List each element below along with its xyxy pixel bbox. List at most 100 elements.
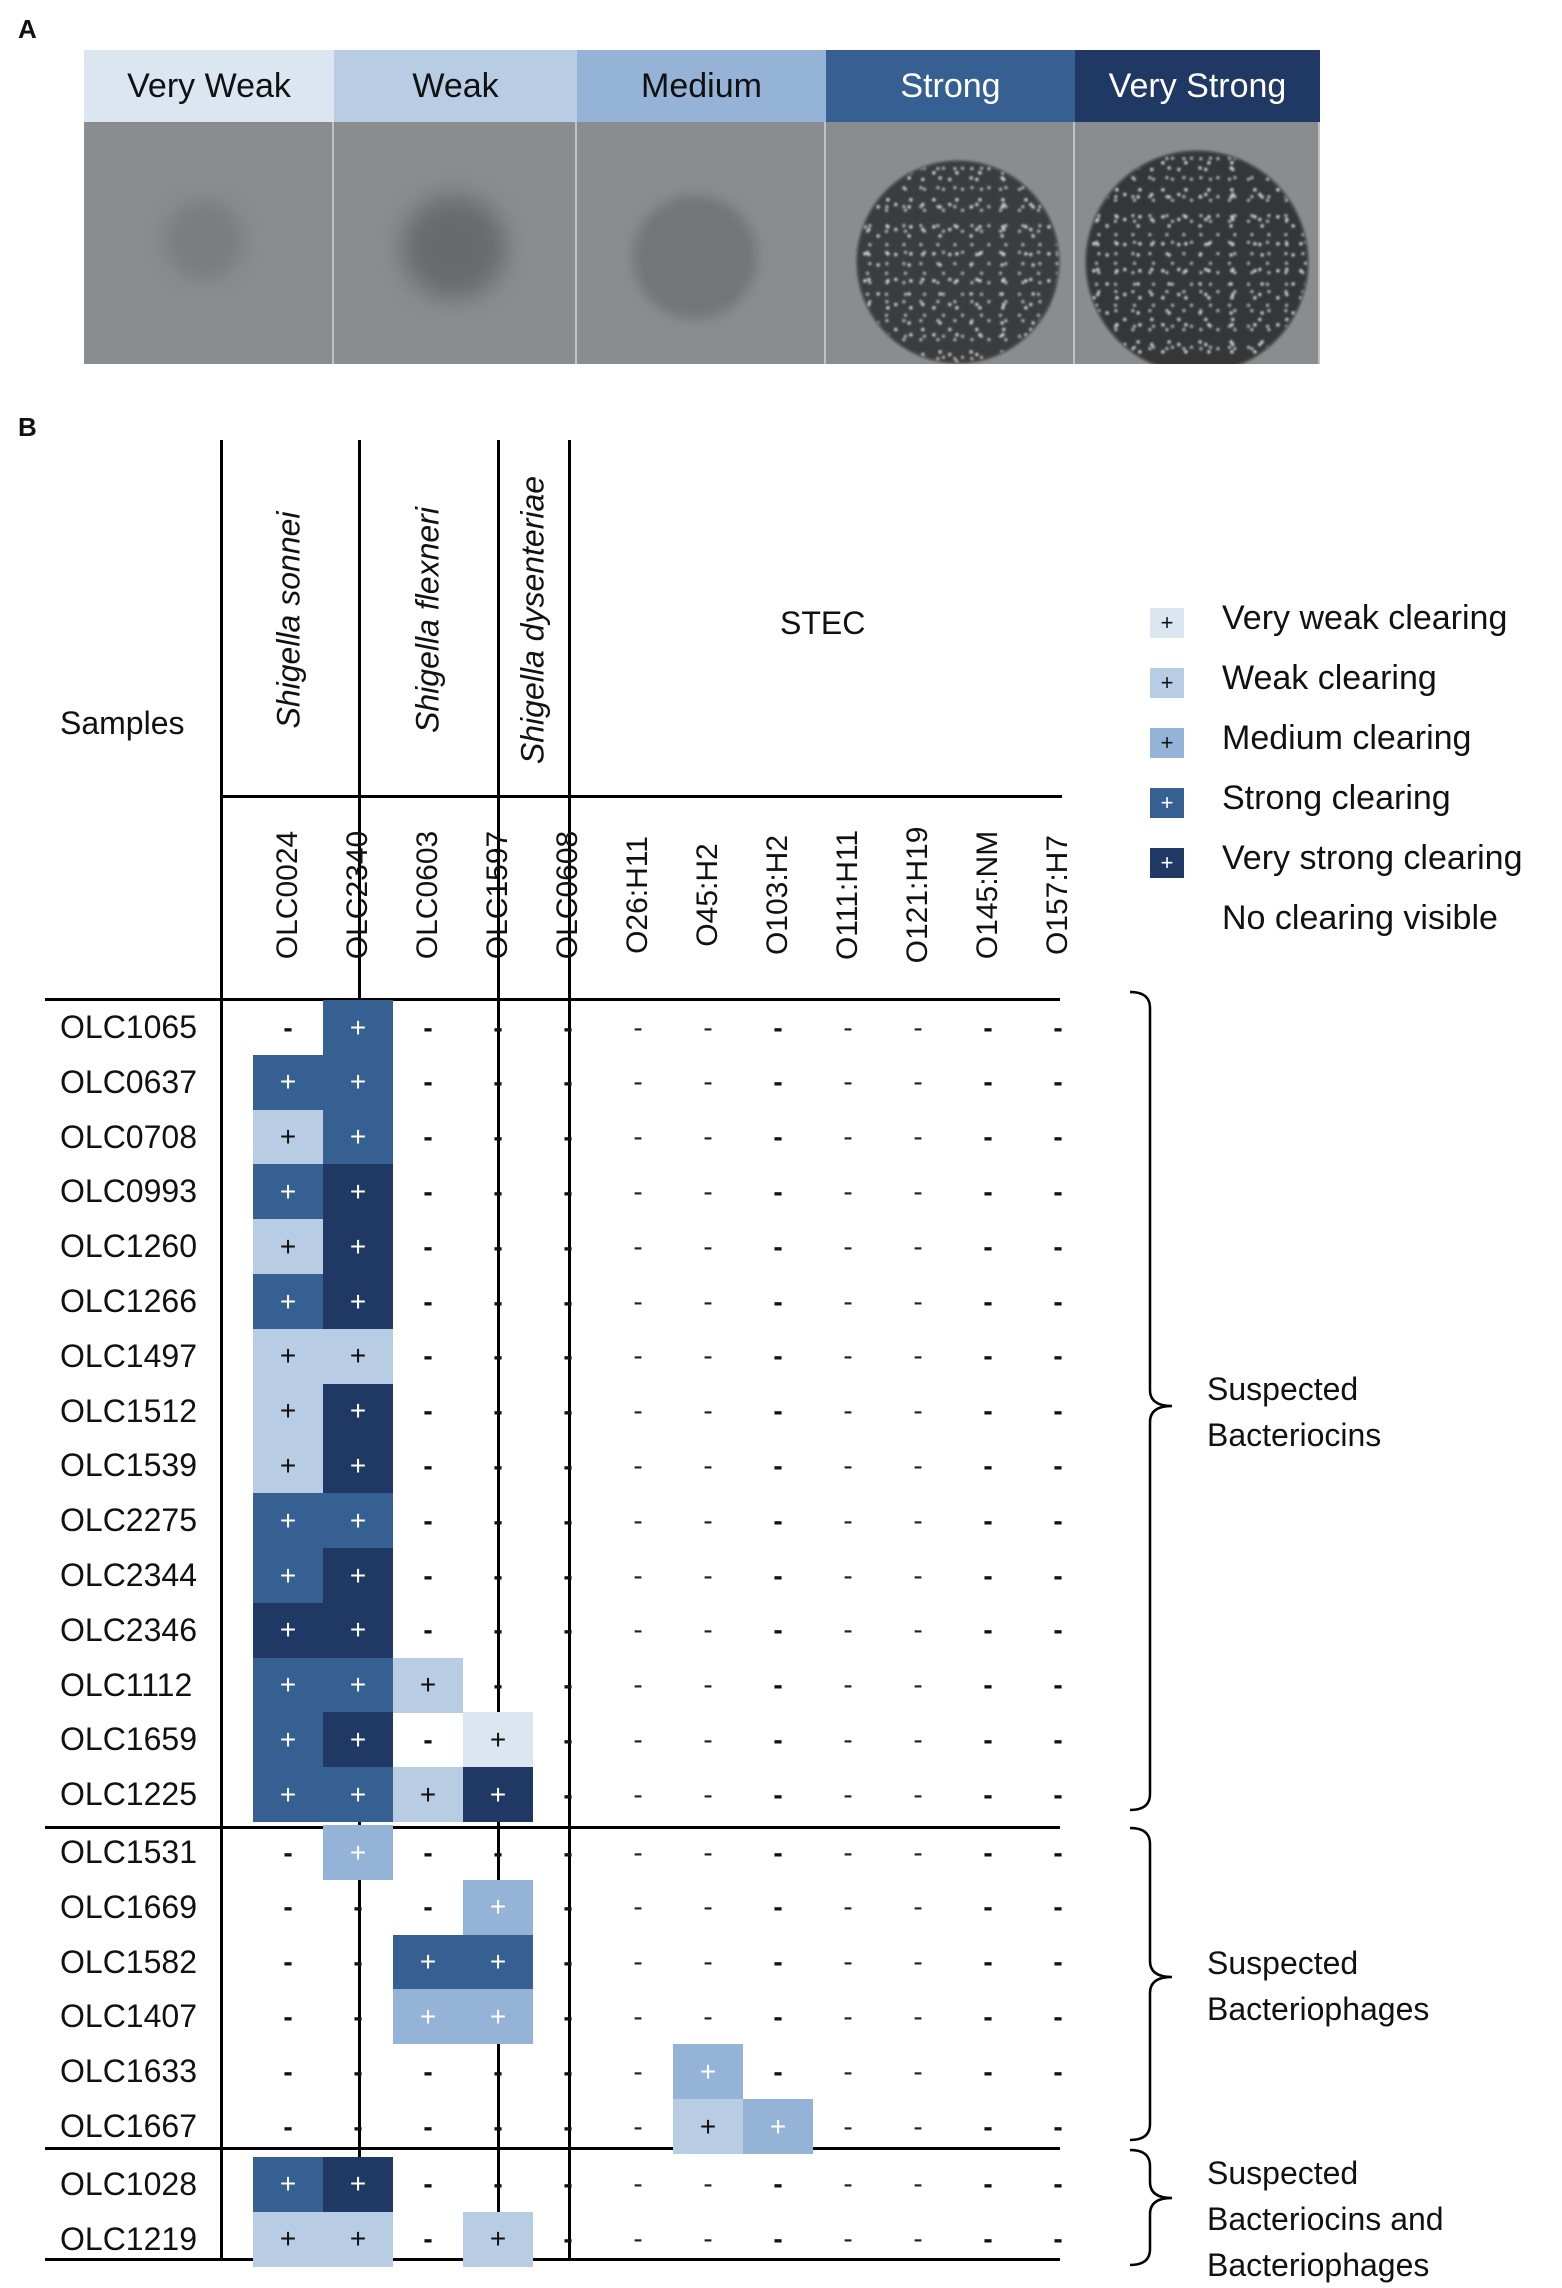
- clearing-cell: +: [253, 1274, 323, 1329]
- level-band-4: Strong: [826, 50, 1075, 122]
- legend-label-1: Very weak clearing: [1222, 599, 1508, 637]
- no-clearing-cell: -: [843, 1066, 853, 1098]
- column-divider: [568, 440, 571, 2258]
- no-clearing-cell: -: [423, 1175, 433, 1207]
- sample-label: OLC1531: [60, 1834, 197, 1870]
- no-clearing-cell: -: [423, 1011, 433, 1043]
- clearing-cell: +: [463, 2211, 533, 2267]
- clearing-zone: [164, 200, 244, 280]
- no-clearing-cell: -: [843, 1946, 853, 1978]
- no-clearing-cell: -: [1053, 1504, 1063, 1536]
- no-clearing-cell: -: [703, 1723, 713, 1755]
- no-clearing-cell: -: [703, 1175, 713, 1207]
- no-clearing-cell: -: [633, 2110, 643, 2142]
- plate-4: [826, 122, 1075, 364]
- clearing-cell: +: [463, 1879, 533, 1935]
- clearing-cell: +: [743, 2099, 813, 2154]
- no-clearing-cell: -: [913, 2168, 923, 2200]
- no-clearing-cell: -: [913, 1340, 923, 1372]
- sample-label: OLC1497: [60, 1337, 197, 1374]
- no-clearing-cell: -: [983, 2168, 993, 2200]
- clearing-zone: [856, 160, 1060, 364]
- no-clearing-cell: -: [983, 1449, 993, 1481]
- no-clearing-cell: -: [843, 1614, 853, 1646]
- row-divider: [45, 998, 1060, 1001]
- no-clearing-cell: -: [563, 1230, 573, 1262]
- no-clearing-cell: -: [703, 1121, 713, 1153]
- legend-swatch-1: +: [1150, 608, 1184, 638]
- sample-label: OLC1260: [60, 1228, 197, 1265]
- clearing-cell: +: [323, 1054, 393, 1110]
- strain-header: O111:H11: [831, 829, 864, 961]
- row-divider: [45, 1826, 1060, 1829]
- group-label-line: Suspected: [1207, 1945, 1359, 1981]
- no-clearing-cell: -: [703, 1504, 713, 1536]
- no-clearing-cell: -: [1053, 1723, 1063, 1755]
- no-clearing-cell: -: [913, 2055, 923, 2087]
- no-clearing-cell: -: [493, 1836, 503, 1868]
- sample-label: OLC1266: [60, 1283, 197, 1319]
- no-clearing-cell: -: [843, 2110, 853, 2142]
- no-clearing-cell: -: [773, 2055, 783, 2087]
- no-clearing-cell: -: [913, 1614, 923, 1646]
- no-clearing-cell: -: [563, 1669, 573, 1701]
- species-header-3: Shigella dysenteriae: [514, 475, 551, 765]
- no-clearing-cell: -: [703, 1395, 713, 1427]
- no-clearing-cell: -: [983, 1395, 993, 1427]
- no-clearing-cell: -: [563, 1946, 573, 1978]
- no-clearing-cell: -: [1053, 1285, 1063, 1317]
- sample-label: OLC1582: [60, 1943, 197, 1980]
- no-clearing-cell: -: [983, 1559, 993, 1591]
- clearing-cell: +: [323, 1438, 393, 1494]
- clearing-cell: +: [253, 1328, 323, 1384]
- no-clearing-cell: -: [283, 1011, 293, 1043]
- group-label-line: Suspected: [1207, 1371, 1359, 1407]
- no-clearing-cell: -: [283, 2110, 293, 2142]
- strain-header: O45:H2: [691, 843, 724, 947]
- clearing-cell: +: [323, 2211, 393, 2267]
- no-clearing-cell: -: [423, 1066, 433, 1098]
- no-clearing-cell: -: [493, 2055, 503, 2087]
- no-clearing-cell: -: [563, 1066, 573, 1098]
- no-clearing-cell: -: [773, 1121, 783, 1153]
- clearing-cell: +: [323, 1767, 393, 1823]
- no-clearing-cell: -: [423, 1230, 433, 1262]
- no-clearing-cell: -: [633, 2000, 643, 2032]
- no-clearing-cell: -: [493, 2110, 503, 2142]
- no-clearing-cell: -: [913, 1175, 923, 1207]
- clearing-cell: +: [253, 1657, 323, 1713]
- no-clearing-cell: -: [983, 2223, 993, 2255]
- sample-label: OLC1669: [60, 1888, 197, 1925]
- legend-label-2: Weak clearing: [1222, 659, 1437, 697]
- no-clearing-cell: -: [563, 1504, 573, 1536]
- no-clearing-cell: -: [633, 1285, 643, 1317]
- no-clearing-cell: -: [633, 1175, 643, 1207]
- no-clearing-cell: -: [423, 2110, 433, 2142]
- no-clearing-cell: -: [563, 2110, 573, 2142]
- clearing-cell: +: [393, 1657, 463, 1713]
- strain-header: OLC0024: [271, 830, 304, 960]
- clearing-cell: +: [323, 1383, 393, 1439]
- no-clearing-cell: -: [913, 2110, 923, 2142]
- no-clearing-cell: -: [983, 2055, 993, 2087]
- group-brace: [1129, 1826, 1173, 2142]
- clearing-cell: +: [463, 1712, 533, 1768]
- group-label-line: Suspected: [1207, 2155, 1359, 2191]
- no-clearing-cell: -: [563, 1614, 573, 1646]
- no-clearing-cell: -: [703, 1340, 713, 1372]
- no-clearing-cell: -: [633, 1614, 643, 1646]
- no-clearing-cell: -: [493, 1504, 503, 1536]
- no-clearing-cell: -: [703, 1669, 713, 1701]
- no-clearing-cell: -: [493, 1066, 503, 1098]
- no-clearing-cell: -: [563, 1449, 573, 1481]
- clearing-cell: +: [673, 2099, 743, 2154]
- level-band-3: Medium: [577, 50, 826, 122]
- no-clearing-cell: -: [843, 2168, 853, 2200]
- no-clearing-cell: -: [283, 1836, 293, 1868]
- no-clearing-cell: -: [1053, 1559, 1063, 1591]
- no-clearing-cell: -: [983, 1011, 993, 1043]
- sample-label: OLC1633: [60, 2053, 197, 2090]
- clearing-zone: [633, 195, 757, 319]
- clearing-cell: +: [323, 1328, 393, 1384]
- no-clearing-cell: -: [633, 1449, 643, 1481]
